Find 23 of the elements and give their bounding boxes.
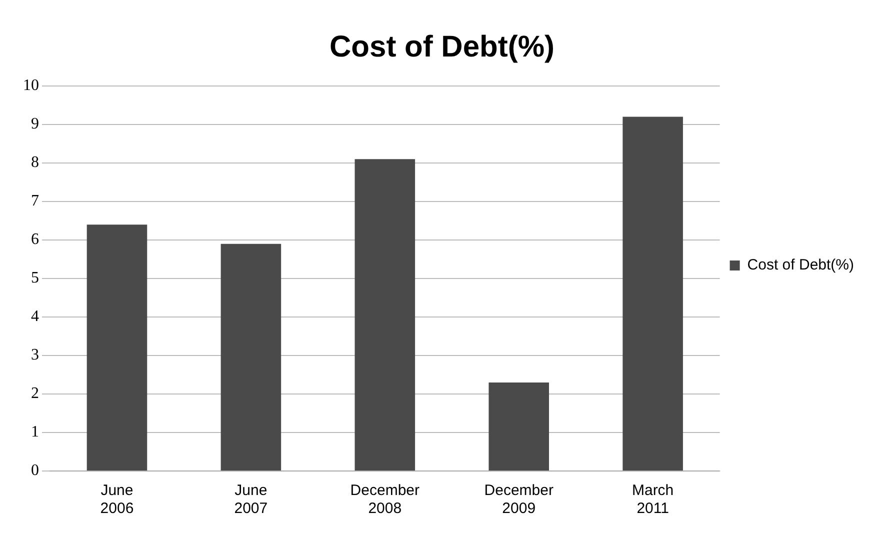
y-tick-label: 10 [23, 77, 39, 94]
y-tick-label: 0 [31, 462, 39, 480]
bar [488, 382, 549, 470]
x-tick-label: June 2007 [234, 482, 268, 518]
x-tick-label: June 2006 [100, 482, 134, 518]
y-tick-label: 4 [31, 308, 39, 326]
legend-label: Cost of Debt(%) [747, 256, 854, 274]
y-tick-label: 2 [31, 385, 39, 402]
bar [354, 159, 416, 470]
x-tick-label: March 2011 [632, 482, 674, 518]
y-tick-label: 6 [31, 231, 39, 248]
bar [86, 224, 148, 470]
chart-title: Cost of Debt(%) [330, 30, 554, 64]
bar [622, 116, 683, 470]
y-tick-label: 1 [31, 424, 39, 441]
bar [220, 244, 282, 470]
y-tick-label: 3 [31, 346, 39, 364]
x-tick-label: December 2008 [350, 482, 420, 518]
y-tick-label: 8 [31, 154, 39, 172]
y-tick-label: 5 [31, 270, 39, 287]
x-tick-label: December 2009 [484, 482, 554, 518]
y-tick-label: 7 [31, 192, 39, 210]
y-tick-label: 9 [31, 116, 39, 133]
